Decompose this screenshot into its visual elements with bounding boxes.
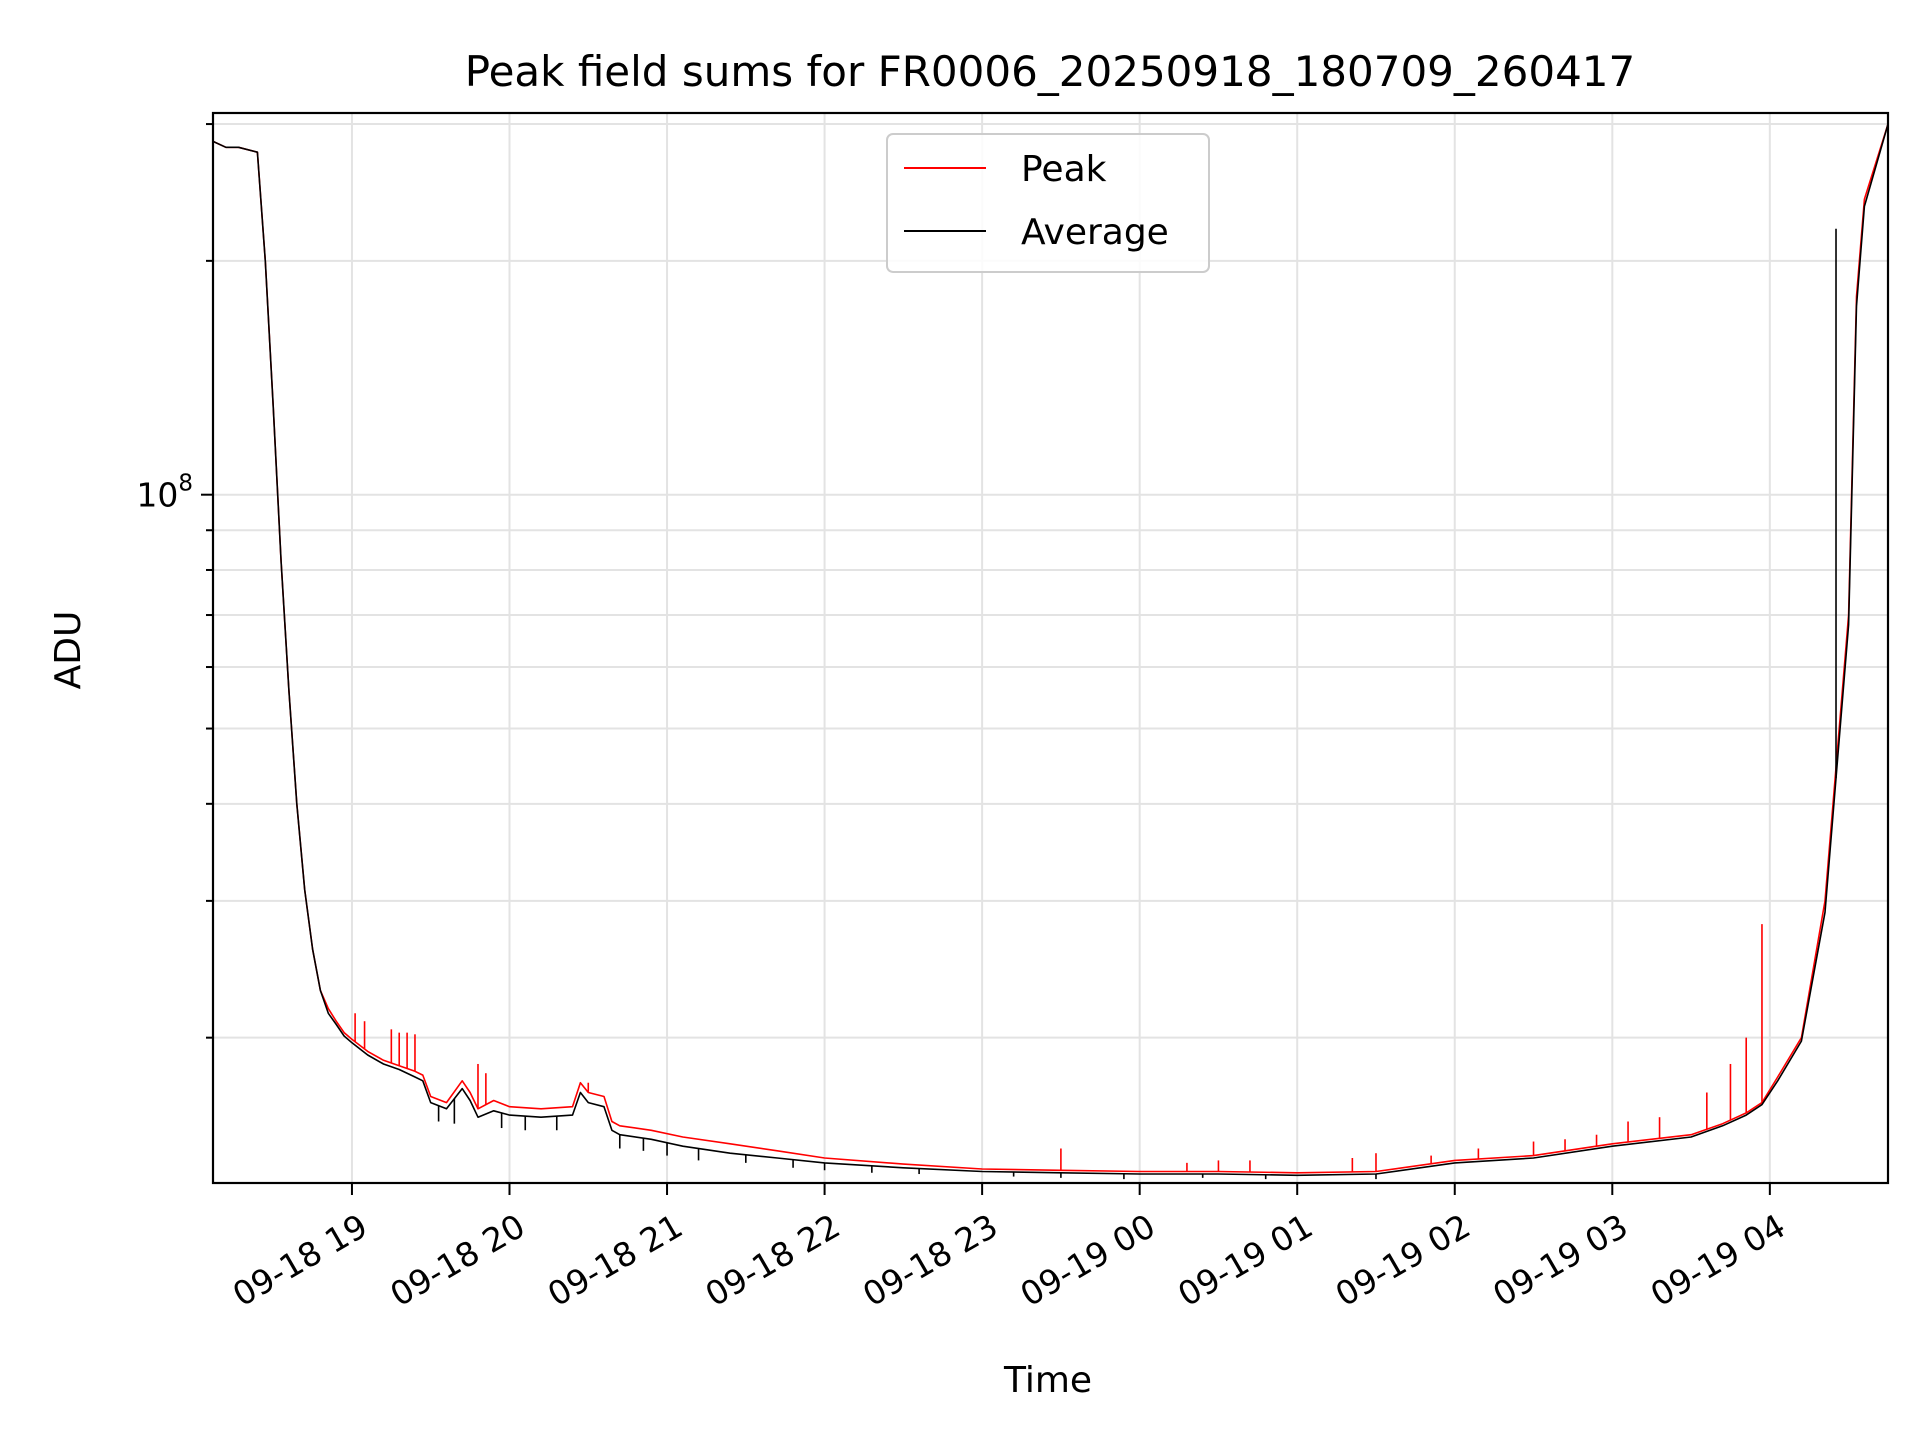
y-tick-label-exponent: 8 [178,471,193,497]
legend-label-peak: Peak [1021,149,1107,190]
legend-label-average: Average [1021,212,1169,253]
legend: Peak Average [886,133,1210,273]
x-axis-label: Time [1003,1360,1092,1401]
series-line-average [213,123,1888,1177]
plot-area [213,123,1888,1180]
y-axis-label: ADU [48,611,89,690]
axes-frame [211,111,1890,1185]
series-average [213,123,1888,1180]
chart-title: Peak field sums for FR0006_20250918_1807… [465,47,1635,96]
grid [213,113,1888,1183]
